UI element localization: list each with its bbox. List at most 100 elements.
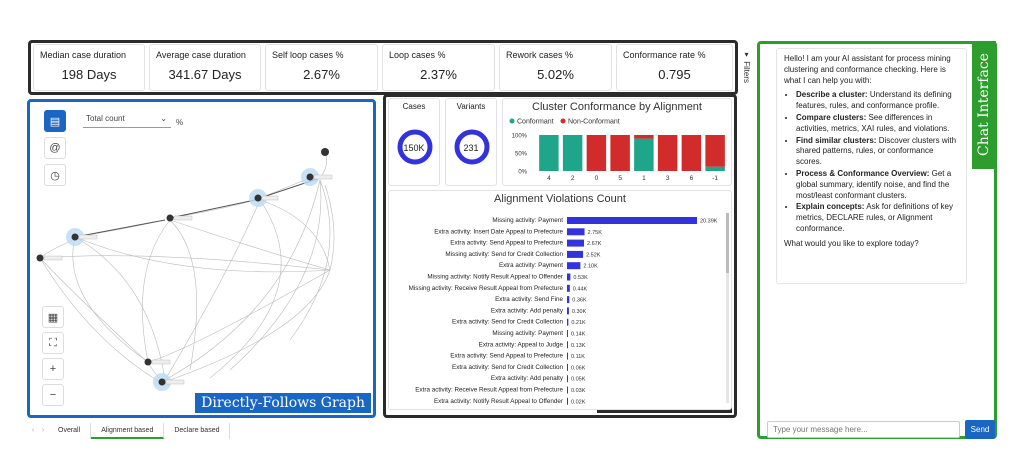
dfg-node[interactable] <box>36 254 44 262</box>
violation-value-label: 0.03K <box>571 388 586 394</box>
violation-bar[interactable] <box>567 397 568 405</box>
tab-scroll-right-icon[interactable]: › <box>41 427 45 434</box>
conformance-bar-non-conformant[interactable] <box>610 135 630 171</box>
conformance-bar-conformant[interactable] <box>634 138 654 171</box>
map-view-button[interactable]: ▤ <box>44 110 66 132</box>
violation-label: Missing activity: Notify Result Appeal t… <box>427 274 563 281</box>
fullscreen-button[interactable]: ⛶ <box>42 332 64 354</box>
metric-select[interactable]: Total count ⌄ <box>83 112 171 128</box>
violation-value-label: 0.11K <box>571 354 585 360</box>
conformance-bar-non-conformant[interactable] <box>681 135 702 171</box>
violation-label: Missing activity: Payment <box>492 330 563 337</box>
dfg-node[interactable] <box>254 194 262 202</box>
violations-scrollbar[interactable] <box>726 213 729 403</box>
y-tick-label: 0% <box>518 170 527 176</box>
violation-bar[interactable] <box>567 307 569 315</box>
violation-bar[interactable] <box>567 318 569 326</box>
violation-bar[interactable] <box>567 296 570 304</box>
tab-scroll-left-icon[interactable]: ‹ <box>31 427 35 434</box>
y-tick-label: 50% <box>515 152 528 158</box>
cases-ring <box>397 129 433 165</box>
violation-bar[interactable] <box>567 217 697 224</box>
violations-title: Alignment Violations Count <box>494 193 626 205</box>
filters-label: Filters <box>742 61 751 84</box>
violation-bar[interactable] <box>567 250 584 258</box>
assistant-message: Hello! I am your AI assistant for proces… <box>776 48 967 284</box>
dfg-node[interactable] <box>71 233 79 241</box>
conformance-bar-conformant[interactable] <box>562 135 583 171</box>
zoom-in-button[interactable]: + <box>42 358 64 380</box>
violation-bar[interactable] <box>567 341 568 349</box>
violation-value-label: 0.21K <box>571 320 586 326</box>
violation-bar[interactable] <box>567 330 568 337</box>
kpi-label: Rework cases % <box>506 50 574 60</box>
tab-overall[interactable]: Overall <box>48 423 92 439</box>
tab-declare-based[interactable]: Declare based <box>164 423 231 439</box>
dfg-panel-label: Directly-Follows Graph <box>195 393 371 413</box>
dfg-node[interactable] <box>306 173 314 181</box>
at-button[interactable]: @ <box>44 137 66 159</box>
dfg-node[interactable] <box>158 378 166 386</box>
chat-panel-label-text: Chat Interface <box>976 53 992 157</box>
violation-bar[interactable] <box>567 363 568 371</box>
violation-bar[interactable] <box>567 239 585 247</box>
cases-card: Cases 150K <box>388 98 440 186</box>
violation-label: Extra activity: Add penalty <box>491 375 564 382</box>
kpi-conformance-rate: Conformance rate % 0.795 <box>616 44 733 91</box>
legend-swatch <box>560 118 566 124</box>
dfg-node[interactable] <box>166 214 174 222</box>
violation-bar[interactable] <box>567 352 568 360</box>
conformance-bar-non-conformant[interactable] <box>657 135 678 171</box>
violation-bar[interactable] <box>567 228 585 236</box>
violation-label: Extra activity: Receive Result Appeal fr… <box>415 387 563 394</box>
violation-value-label: 2.10K <box>583 264 598 270</box>
tab-alignment-based[interactable]: Alignment based <box>91 423 165 439</box>
dfg-node[interactable] <box>321 148 329 156</box>
x-tick-label: 6 <box>690 175 694 182</box>
violation-value-label: 0.53K <box>573 275 588 281</box>
chat-panel-label: Chat Interface <box>972 41 996 169</box>
timer-button[interactable]: ◷ <box>44 164 66 186</box>
dfg-graph[interactable] <box>30 140 350 400</box>
send-button[interactable]: Send <box>965 420 995 439</box>
legend-swatch <box>509 118 515 124</box>
violation-value-label: 0.05K <box>571 377 586 383</box>
x-tick-label: -1 <box>712 175 718 182</box>
chat-message-input[interactable]: Type your message here... <box>767 421 960 438</box>
violations-scrollbar-thumb[interactable] <box>726 213 729 273</box>
kpi-loop: Loop cases % 2.37% <box>382 44 495 91</box>
violation-bar[interactable] <box>567 375 568 383</box>
violation-value-label: 2.75K <box>588 230 603 236</box>
filter-icon: ▾ <box>742 50 751 62</box>
violation-bar[interactable] <box>567 386 568 394</box>
layout-button[interactable]: ▦ <box>42 306 64 328</box>
list-item-title: Compare clusters: <box>796 112 867 122</box>
violation-value-label: 0.06K <box>571 365 586 371</box>
x-tick-label: 3 <box>666 175 670 182</box>
conformance-bar-non-conformant[interactable] <box>634 135 654 139</box>
dfg-node[interactable] <box>144 358 152 366</box>
dfg-node-label <box>165 379 185 385</box>
violation-bar[interactable] <box>567 262 581 270</box>
dfg-node-label <box>43 255 63 261</box>
zoom-out-button[interactable]: − <box>42 384 64 406</box>
kpi-value: 341.67 Days <box>168 67 242 82</box>
violation-value-label: 0.44K <box>573 286 588 292</box>
conformance-bar-conformant[interactable] <box>705 166 725 171</box>
violation-label: Extra activity: Send for Credit Collecti… <box>452 364 563 371</box>
conformance-bar-conformant[interactable] <box>539 135 559 171</box>
filters-toggle[interactable]: ▾ Filters <box>737 50 751 100</box>
violation-bar[interactable] <box>567 284 570 292</box>
at-icon: @ <box>49 142 61 154</box>
violation-value-label: 0.13K <box>571 343 586 349</box>
chevron-down-icon: ⌄ <box>160 114 167 123</box>
violation-bar[interactable] <box>567 273 571 281</box>
minus-icon: − <box>49 389 57 401</box>
variants-value: 231 <box>463 143 479 153</box>
conformance-bar-non-conformant[interactable] <box>705 135 725 167</box>
list-item: Find similar clusters: Discover clusters… <box>796 136 959 168</box>
chat-input-placeholder: Type your message here... <box>773 425 868 434</box>
page-tabs: ‹ › Overall Alignment based Declare base… <box>28 423 231 439</box>
percent-toggle[interactable]: % <box>176 118 184 127</box>
conformance-bar-non-conformant[interactable] <box>586 135 607 171</box>
